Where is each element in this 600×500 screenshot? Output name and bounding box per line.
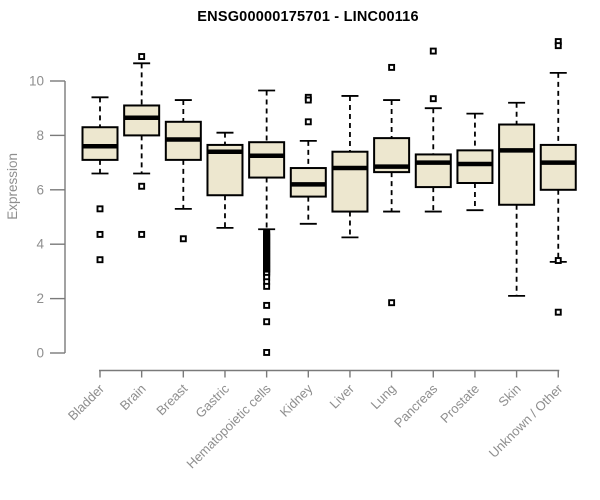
boxplot-group-skin: [498, 101, 536, 297]
boxplot-group-brain: [123, 53, 161, 238]
iqr-box: [81, 126, 119, 161]
x-tick-label-bladder: Bladder: [65, 381, 108, 424]
outlier-point: [179, 235, 187, 243]
x-tick-label-unknown-other: Unknown / Other: [486, 381, 566, 461]
iqr-box: [248, 141, 286, 179]
boxplot-group-prostate: [456, 112, 494, 212]
outlier-point: [263, 318, 271, 326]
outlier-point: [263, 282, 271, 290]
boxplot-group-gastric: [206, 131, 244, 229]
y-axis: 0 2 4 6 8 10: [29, 74, 66, 361]
chart-title: ENSG00000175701 - LINC00116: [197, 9, 419, 25]
y-tick-label: 6: [36, 182, 44, 197]
outlier-point: [304, 96, 312, 104]
outlier-point: [554, 308, 562, 316]
outlier-point: [138, 53, 146, 60]
x-tick-label-skin: Skin: [495, 381, 523, 409]
outlier-point: [96, 256, 104, 264]
boxplot-group-bladder: [81, 96, 119, 264]
x-tick-label-lung: Lung: [368, 381, 399, 412]
outlier-point: [138, 230, 146, 238]
outlier-point: [429, 95, 437, 103]
x-tick-label-pancreas: Pancreas: [391, 381, 441, 431]
x-tick-label-brain: Brain: [117, 381, 149, 413]
outlier-point: [554, 42, 562, 50]
boxplot-group-kidney: [289, 93, 327, 225]
outlier-point: [388, 63, 396, 71]
iqr-box: [123, 104, 161, 137]
boxplot-group-hematopoietic-cells: [248, 89, 286, 356]
x-tick-label-liver: Liver: [327, 381, 358, 412]
iqr-box: [456, 149, 494, 184]
outlier-point: [429, 47, 437, 55]
iqr-box: [498, 123, 536, 206]
y-tick-label: 8: [36, 128, 44, 143]
outlier-point: [263, 349, 271, 356]
boxplot-group-breast: [164, 99, 202, 243]
outlier-point: [96, 230, 104, 238]
outlier-point: [263, 301, 271, 309]
outlier-point: [388, 299, 396, 307]
x-tick-label-gastric: Gastric: [192, 381, 232, 421]
x-tick-label-breast: Breast: [153, 381, 190, 418]
boxplot-group-pancreas: [414, 47, 452, 213]
outlier-point: [96, 205, 104, 213]
boxplot-group-lung: [373, 63, 411, 307]
x-tick-label-prostate: Prostate: [437, 381, 482, 426]
outlier-point: [138, 182, 146, 190]
x-tick-label-kidney: Kidney: [277, 381, 316, 420]
y-tick-label: 10: [29, 74, 44, 89]
boxplot-group-unknown-other: [539, 38, 577, 316]
y-tick-label: 2: [36, 291, 44, 306]
y-tick-label: 4: [36, 237, 44, 252]
boxplot-group-liver: [331, 95, 369, 239]
y-tick-label: 0: [36, 346, 44, 361]
iqr-box: [331, 150, 369, 213]
iqr-box: [539, 143, 577, 191]
iqr-box: [414, 153, 452, 189]
outlier-point: [554, 257, 562, 264]
outlier-point: [304, 118, 312, 126]
